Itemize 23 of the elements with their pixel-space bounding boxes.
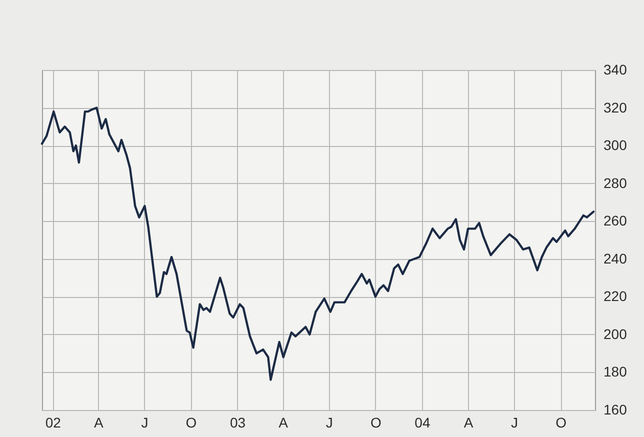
y-tick-label: 240 [604, 250, 628, 266]
x-tick-label: O [556, 414, 567, 430]
y-tick-label: 220 [604, 288, 628, 304]
x-tick-label: J [141, 414, 148, 430]
y-tick-label: 160 [604, 402, 628, 418]
x-tick-label: 02 [45, 414, 62, 430]
y-tick-label: 300 [604, 137, 628, 154]
line-series [40, 106, 595, 381]
y-tick-label: 200 [604, 326, 628, 342]
y-tick-label: 180 [604, 364, 628, 380]
x-tick-label: 04 [414, 414, 430, 430]
x-tick-label: A [94, 414, 104, 430]
x-tick-label: 03 [230, 414, 246, 430]
y-tick-label: 260 [604, 212, 628, 229]
x-tick-label: O [370, 414, 382, 430]
x-tick-label: J [326, 414, 333, 430]
y-tick-label: 340 [604, 62, 628, 78]
y-tick-label: 320 [604, 99, 628, 116]
x-tick-label: J [511, 414, 518, 430]
x-tick-label: A [278, 414, 289, 430]
x-tick-label: A [464, 414, 474, 430]
x-tick-label: O [186, 414, 197, 430]
y-tick-label: 280 [604, 174, 628, 191]
